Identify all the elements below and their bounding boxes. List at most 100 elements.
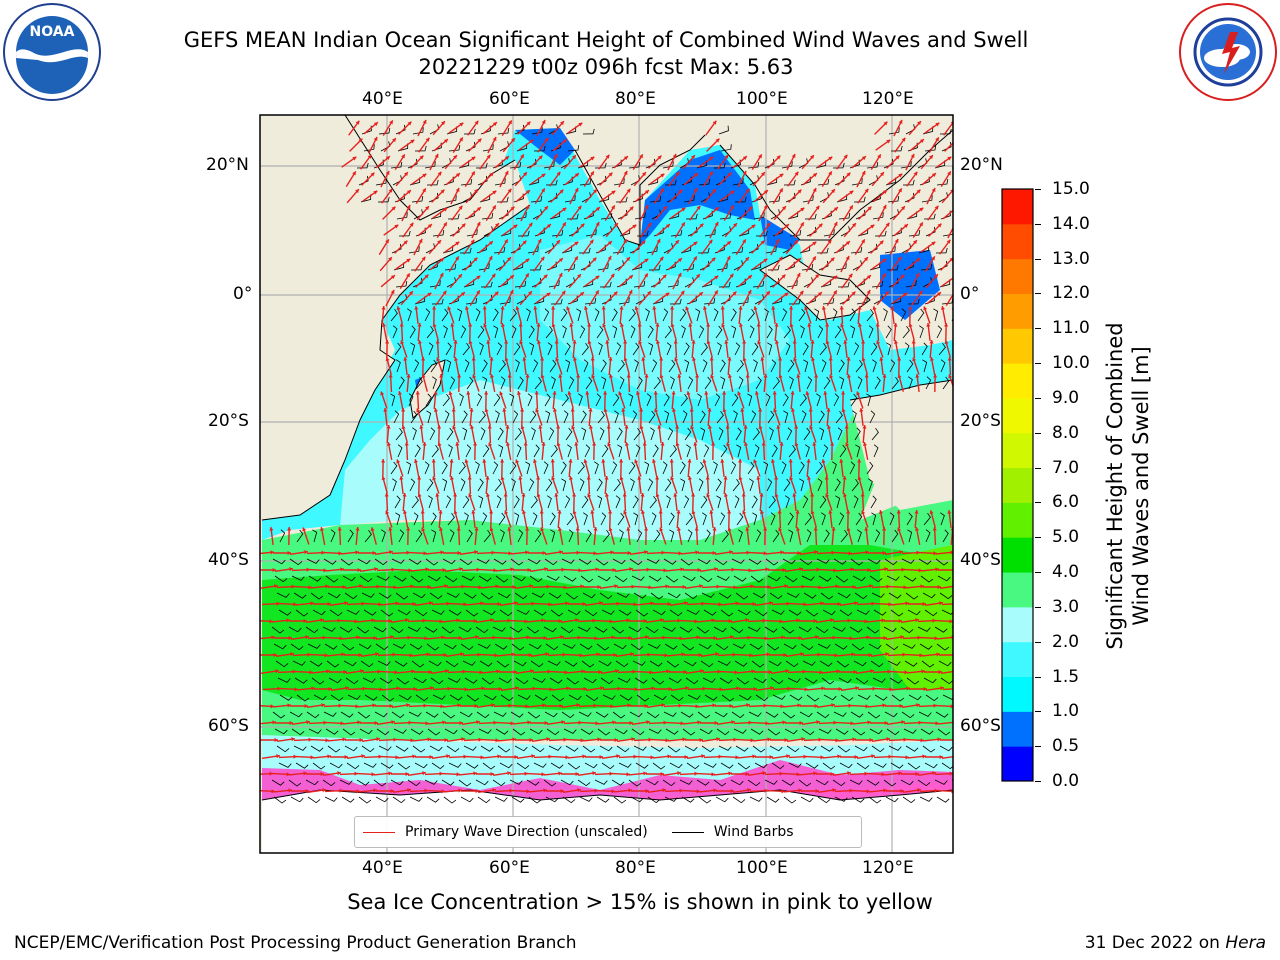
wind-barb [430,359,438,373]
wind-barb [784,575,798,583]
wind-barb [398,529,405,543]
wind-barb [840,529,848,543]
wave-arrow-head [379,687,383,692]
wave-arrow-head [613,291,618,296]
wave-arrow-head [549,687,553,692]
wind-barb [444,728,458,735]
wave-arrow-head [537,238,542,243]
wave-arrow-head [389,703,393,709]
wind-barb [871,512,877,526]
wave-arrow-head [392,138,396,143]
wind-barb [498,677,512,684]
wave-arrow-head [492,190,497,195]
wind-barb [652,762,666,770]
wave-arrow-head [779,442,784,446]
wind-barb [687,694,701,700]
wind-barb [462,495,470,509]
wave-direction-arrow [941,277,953,287]
wave-arrow-head [304,550,308,555]
wave-arrow-head [846,172,851,177]
wave-arrow-head [355,120,360,125]
wave-arrow-head [712,550,716,556]
wind-barb [616,592,630,598]
wind-barb [699,728,713,735]
wave-arrow-head [865,704,869,709]
wave-arrow-head [400,340,405,345]
wind-barb [410,342,416,356]
wave-arrow-head [589,239,594,244]
wave-arrow-head [616,754,620,759]
wave-arrow-head [609,771,613,776]
wind-barb [764,626,778,633]
wave-arrow-head [827,239,832,244]
wave-arrow-head [322,788,326,793]
wave-arrow-head [918,720,922,725]
wave-arrow-head [673,493,678,497]
wave-arrow-head [682,737,686,742]
wave-arrow-head [439,258,444,262]
wave-arrow-head [797,703,801,708]
wind-barb [561,478,567,492]
wave-arrow-head [813,527,818,531]
wind-barb [466,229,478,237]
wind-barb [515,359,520,373]
wave-arrow-head [900,274,905,279]
wind-barb [954,797,966,803]
wave-arrow-head [560,788,564,794]
wave-arrow-head [742,340,747,344]
wave-arrow-head [455,442,460,446]
wave-arrow-head [745,374,750,378]
wave-arrow-head [829,374,834,379]
wind-barb [442,558,456,565]
wave-arrow-head [452,425,457,430]
wave-arrow-head [476,290,480,295]
wind-barb [296,529,304,543]
wave-arrow-head [857,306,862,310]
wave-arrow-head [917,121,921,126]
wave-arrow-head [655,493,660,498]
wind-barb [907,609,921,616]
wave-arrow-head [371,618,375,623]
wave-arrow-head [552,408,557,412]
wind-barb [533,145,546,152]
wave-arrow-head [647,222,652,227]
wind-barb [443,643,457,650]
wave-arrow-head [323,568,327,573]
wave-arrow-head [908,323,913,328]
wave-arrow-head [667,754,671,759]
wave-arrow-head [543,274,548,279]
wind-barb [783,410,789,424]
wave-arrow-head [917,635,921,640]
wind-barb [560,779,574,786]
wind-barb [679,626,693,633]
wave-arrow-head [765,567,769,572]
wave-arrow-head [345,686,349,691]
colorbar-tick-mark [1035,432,1041,434]
wave-arrow-head [790,391,795,395]
wind-barb [633,592,647,599]
colorbar-tick-label: 12.0 [1052,283,1090,304]
wave-arrow-head [439,619,443,624]
wind-barb [734,660,748,667]
wind-barb [441,461,448,475]
wind-barb [699,260,710,271]
wave-arrow-head [681,222,685,227]
wave-arrow-head [637,476,642,480]
wave-arrow-head [899,703,903,709]
wind-barb [630,478,635,492]
wave-arrow-head [388,188,393,193]
wave-arrow-head [604,493,609,497]
wave-arrow-head [929,340,934,344]
wave-arrow-head [910,153,915,158]
wave-arrow-head [424,274,429,279]
wind-barb [426,643,440,651]
wind-barb [466,529,473,543]
wave-arrow-head [356,635,360,640]
wave-arrow-head [572,155,576,160]
wave-arrow-head [592,442,597,446]
wave-arrow-head [885,222,890,227]
wind-barb [667,745,681,753]
wave-arrow-head [623,156,628,160]
wind-barb [495,728,509,735]
wind-barb [851,178,863,186]
